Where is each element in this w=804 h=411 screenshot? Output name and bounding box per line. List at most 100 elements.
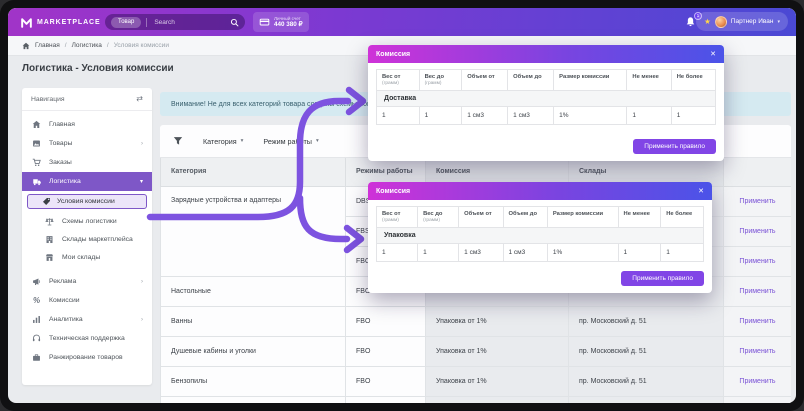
filter-mode-button[interactable]: Режим работы ▾ bbox=[263, 136, 319, 146]
search-divider bbox=[146, 17, 148, 27]
input-not-less[interactable]: 1 bbox=[626, 106, 672, 125]
chevron-down-icon: ▾ bbox=[777, 18, 780, 25]
col-header-category: Категория bbox=[160, 158, 346, 187]
briefcase-icon bbox=[31, 353, 42, 362]
input-commission-size[interactable]: 1% bbox=[553, 106, 628, 125]
col-commission-size: Размер комиссии bbox=[553, 69, 628, 91]
cell-category: Зарядные устройства и адаптеры bbox=[160, 185, 346, 277]
cell-commission: Упаковка от 1% bbox=[425, 365, 569, 397]
sidebar-item-support[interactable]: Техническая поддержка bbox=[22, 329, 152, 348]
sidebar-item-commission-terms[interactable]: Условия комиссии bbox=[27, 194, 147, 209]
cell-mode: FBO bbox=[345, 365, 426, 397]
sidebar-item-analytics[interactable]: Аналитика › bbox=[22, 310, 152, 329]
breadcrumb-logistics[interactable]: Логистика bbox=[71, 42, 102, 49]
col-not-more: Не более bbox=[670, 69, 717, 91]
sidebar-item-home[interactable]: Главная bbox=[22, 115, 152, 134]
commission-modal-packaging: Комиссия ✕ Вес от (грамм) Вес до (грамм) О… bbox=[368, 182, 712, 293]
input-not-more[interactable]: 1 bbox=[660, 243, 704, 262]
input-weight-from[interactable]: 1 bbox=[376, 106, 420, 125]
collapse-sidebar-icon[interactable]: ⇄ bbox=[136, 94, 143, 103]
cart-icon bbox=[31, 158, 42, 167]
input-weight-from[interactable]: 1 bbox=[375, 243, 419, 262]
input-weight-to[interactable]: 1 bbox=[418, 106, 463, 125]
filter-category-button[interactable]: Категория ▾ bbox=[203, 136, 244, 146]
chevron-right-icon: › bbox=[141, 140, 143, 147]
search-scope-pill[interactable]: Товар bbox=[111, 16, 142, 28]
breadcrumb-home[interactable]: Главная bbox=[35, 42, 60, 49]
user-name: Партнер Иван bbox=[730, 18, 774, 25]
balance-widget[interactable]: Личный счет 440 380 ₽ bbox=[253, 12, 309, 32]
breadcrumb-current: Условия комиссии bbox=[113, 42, 169, 49]
home-icon bbox=[31, 120, 42, 129]
input-commission-size[interactable]: 1% bbox=[546, 243, 619, 262]
apply-button[interactable]: Применить bbox=[739, 347, 776, 355]
input-volume-from[interactable]: 1 см3 bbox=[461, 106, 509, 125]
bell-icon bbox=[686, 17, 695, 27]
input-volume-to[interactable]: 1 см3 bbox=[507, 106, 555, 125]
input-weight-to[interactable]: 1 bbox=[417, 243, 460, 262]
col-header-action bbox=[723, 158, 791, 187]
input-volume-to[interactable]: 1 см3 bbox=[502, 243, 548, 262]
cell-mode: FBO bbox=[345, 335, 426, 367]
brand-logo[interactable]: MARKETPLACE bbox=[20, 8, 101, 36]
input-not-more[interactable]: 1 bbox=[670, 106, 717, 125]
apply-button[interactable]: Применить bbox=[739, 257, 776, 265]
apply-button[interactable]: Применить bbox=[739, 377, 776, 385]
top-bar: MARKETPLACE Товар Личный счет 440 380 ₽ bbox=[8, 8, 796, 36]
megaphone-icon bbox=[31, 277, 42, 286]
notifications-badge: 1 bbox=[694, 12, 702, 20]
cell-warehouse: пр. Московский д. 51 bbox=[568, 335, 724, 367]
sidebar-item-marketplace-warehouses[interactable]: Склады маркетплейса bbox=[22, 230, 152, 248]
apply-button[interactable]: Применить bbox=[739, 317, 776, 325]
col-not-less: Не менее bbox=[617, 206, 662, 228]
sidebar: Навигация ⇄ Главная Товары › З bbox=[22, 88, 152, 385]
scale-icon bbox=[44, 217, 55, 226]
apply-button[interactable]: Применить bbox=[739, 287, 776, 295]
modal-header: Комиссия ✕ bbox=[368, 182, 712, 200]
col-volume-from: Объем от bbox=[458, 206, 504, 228]
col-volume-to: Объем до bbox=[502, 206, 548, 228]
commission-rule-table: Вес от (грамм) Вес до (грамм) Объем от Объ… bbox=[376, 69, 717, 125]
sidebar-item-commissions[interactable]: % Комиссии bbox=[32, 296, 80, 305]
sidebar-item-orders[interactable]: Заказы bbox=[22, 153, 152, 172]
table-row: Ванны FBO Упаковка от 1% пр. Московский … bbox=[160, 305, 791, 337]
building-icon bbox=[44, 235, 55, 244]
input-volume-from[interactable]: 1 см3 bbox=[458, 243, 504, 262]
warning-text: Внимание! Не для всех категорий товара с… bbox=[171, 100, 392, 108]
cell-mode: FBO bbox=[345, 305, 426, 337]
user-menu[interactable]: ★ Партнер Иван ▾ bbox=[696, 12, 788, 31]
cell-category: Ванны bbox=[160, 305, 346, 337]
sidebar-item-ranking[interactable]: Ранжирование товаров bbox=[22, 348, 152, 367]
modal-title: Комиссия bbox=[376, 187, 411, 195]
page-title: Логистика - Условия комиссии bbox=[22, 63, 174, 74]
input-not-less[interactable]: 1 bbox=[617, 243, 662, 262]
cell-category: Настольные bbox=[160, 275, 346, 307]
search-box[interactable]: Товар bbox=[105, 14, 245, 30]
apply-rule-button[interactable]: Применить правило bbox=[633, 139, 716, 154]
apply-button[interactable]: Применить bbox=[739, 227, 776, 235]
star-icon: ★ bbox=[704, 16, 711, 26]
apply-rule-button[interactable]: Применить правило bbox=[621, 271, 704, 286]
sidebar-item-logistics-schemes[interactable]: Схемы логистики bbox=[22, 212, 152, 230]
search-icon[interactable] bbox=[230, 18, 239, 27]
search-input[interactable] bbox=[152, 17, 225, 27]
sidebar-item-logistics[interactable]: Логистика ▾ bbox=[22, 172, 152, 191]
col-not-less: Не менее bbox=[626, 69, 672, 91]
app-window: MARKETPLACE Товар Личный счет 440 380 ₽ bbox=[8, 8, 796, 403]
cell-warehouse: пр. Московский д. 51 bbox=[568, 365, 724, 397]
wallet-card-icon bbox=[259, 18, 270, 26]
close-icon[interactable]: ✕ bbox=[710, 51, 716, 58]
sidebar-item-ads[interactable]: Реклама › bbox=[22, 272, 152, 291]
sidebar-title: Навигация bbox=[31, 95, 65, 103]
apply-button[interactable]: Применить bbox=[739, 197, 776, 205]
chevron-right-icon: › bbox=[141, 278, 143, 285]
close-icon[interactable]: ✕ bbox=[698, 188, 704, 195]
filter-icon[interactable] bbox=[173, 136, 183, 146]
sidebar-item-products[interactable]: Товары › bbox=[22, 134, 152, 153]
chevron-down-icon: ▾ bbox=[315, 138, 319, 144]
notifications-button[interactable]: 1 bbox=[685, 12, 702, 29]
cell-commission: Упаковка от 1% bbox=[425, 335, 569, 367]
sidebar-item-my-warehouses[interactable]: Мои склады bbox=[22, 248, 152, 266]
col-header-modes: Режимы работы bbox=[345, 158, 426, 187]
col-weight-from: Вес от (грамм) bbox=[375, 206, 419, 228]
